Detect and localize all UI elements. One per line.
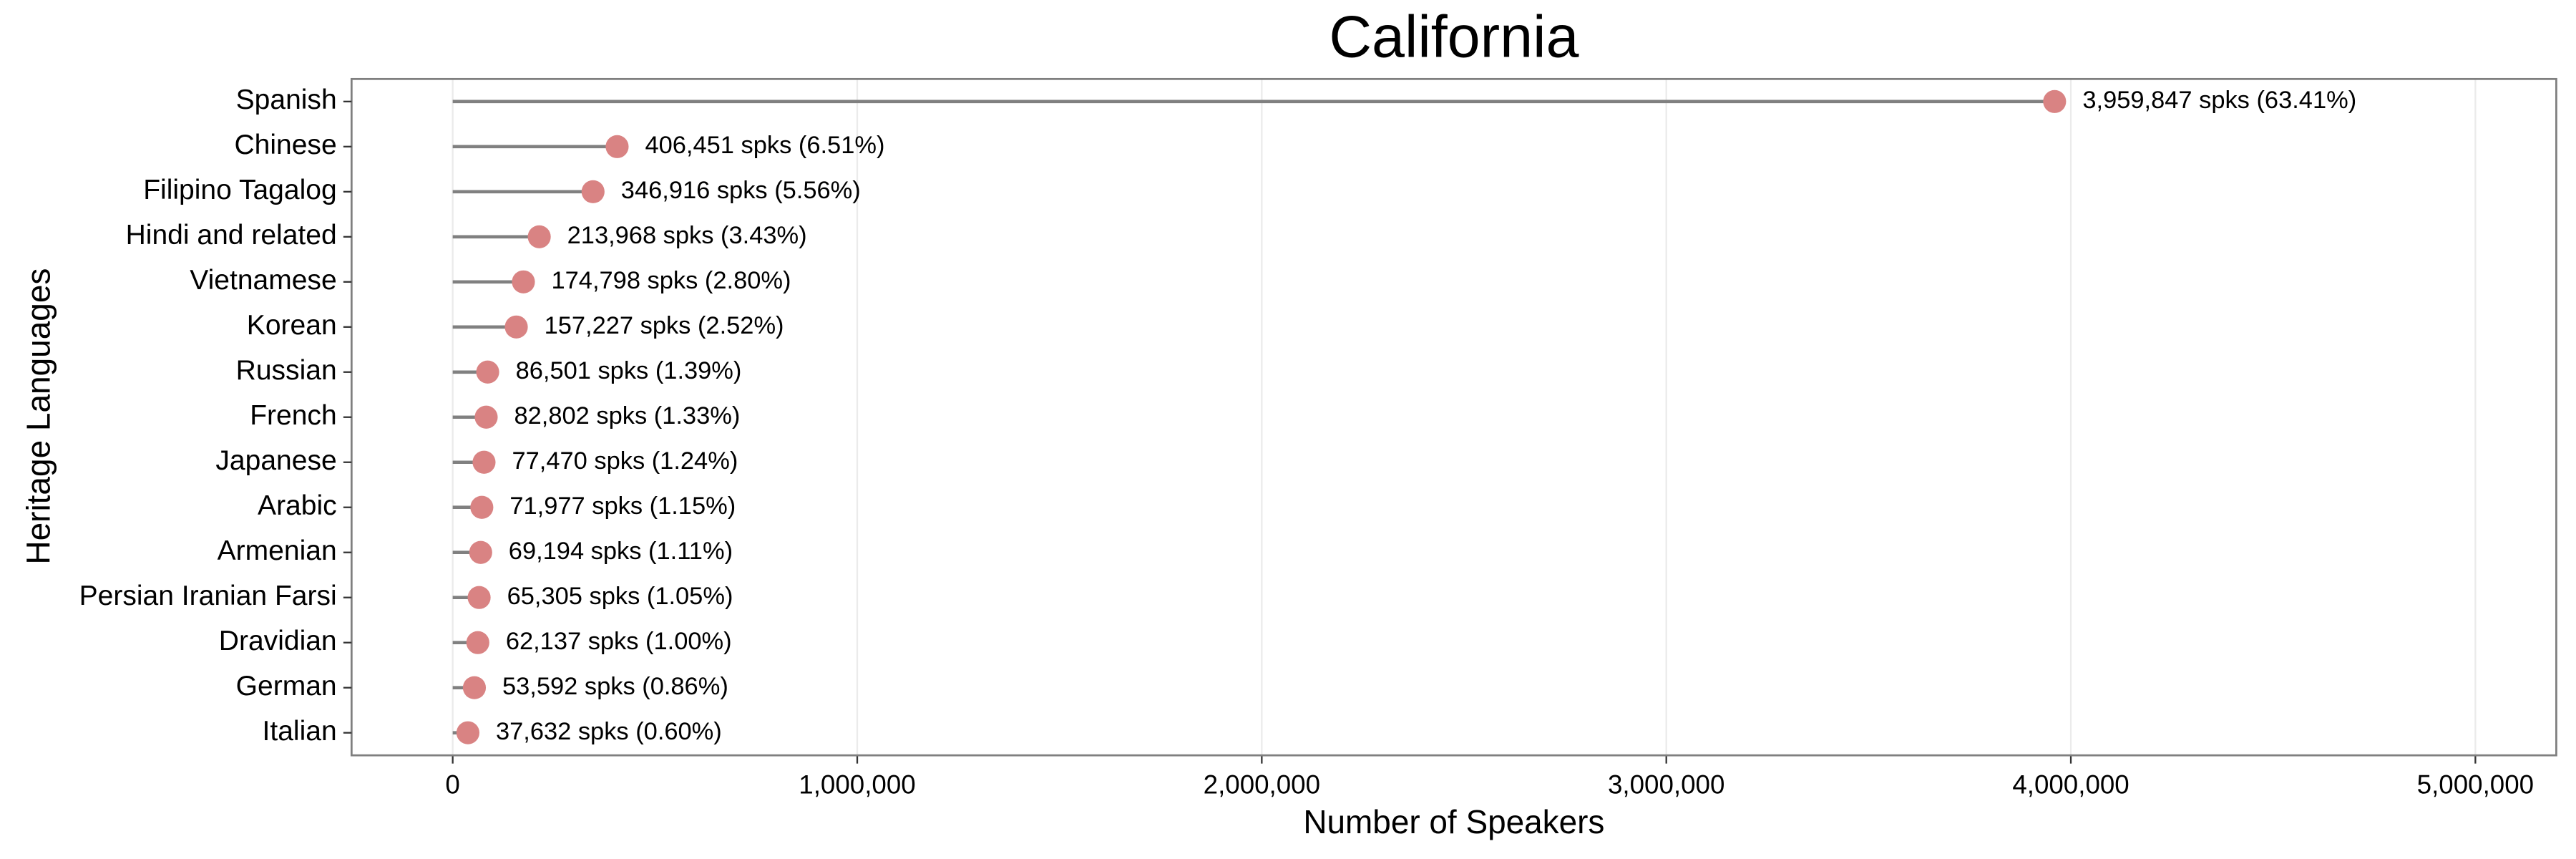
value-label: 65,305 spks (1.05%) xyxy=(507,583,733,610)
x-tick-label: 1,000,000 xyxy=(799,770,915,800)
value-label: 157,227 spks (2.52%) xyxy=(545,312,784,339)
x-tick-label: 0 xyxy=(445,770,459,800)
y-tick-label: Chinese xyxy=(234,130,336,160)
dot xyxy=(474,405,498,429)
dot xyxy=(581,180,605,203)
value-label: 69,194 spks (1.11%) xyxy=(509,538,733,565)
dot xyxy=(476,360,499,384)
value-label: 213,968 spks (3.43%) xyxy=(567,222,807,249)
x-tick-label: 4,000,000 xyxy=(2012,770,2129,800)
dot xyxy=(504,315,528,339)
chart-title: California xyxy=(1329,3,1579,69)
dot xyxy=(472,450,496,474)
value-label: 406,451 spks (6.51%) xyxy=(645,132,884,159)
dot xyxy=(605,135,629,158)
y-tick-label: Japanese xyxy=(215,445,336,476)
y-tick-label: French xyxy=(250,400,336,431)
value-label: 82,802 spks (1.33%) xyxy=(514,402,741,430)
dot xyxy=(512,270,535,293)
dot xyxy=(467,586,491,609)
x-axis-label: Number of Speakers xyxy=(1303,803,1604,840)
value-label: 86,501 spks (1.39%) xyxy=(516,357,742,384)
y-tick-label: Hindi and related xyxy=(126,220,337,251)
y-tick-label: Arabic xyxy=(258,490,337,521)
value-label: 62,137 spks (1.00%) xyxy=(506,628,732,655)
dot xyxy=(462,676,487,699)
y-tick-label: Russian xyxy=(236,355,337,386)
dot xyxy=(466,631,489,654)
y-tick-label: German xyxy=(236,671,337,702)
x-tick-label: 5,000,000 xyxy=(2417,770,2534,800)
dot xyxy=(456,721,480,744)
dot xyxy=(470,495,494,519)
dot xyxy=(2043,89,2067,113)
x-tick-label: 3,000,000 xyxy=(1608,770,1724,800)
value-label: 3,959,847 spks (63.41%) xyxy=(2082,87,2356,114)
x-tick-label: 2,000,000 xyxy=(1204,770,1320,800)
value-label: 71,977 spks (1.15%) xyxy=(509,492,736,520)
value-label: 346,916 spks (5.56%) xyxy=(621,177,861,204)
dot xyxy=(469,540,492,564)
y-axis-label: Heritage Languages xyxy=(20,268,57,565)
y-tick-label: Persian Iranian Farsi xyxy=(79,581,337,611)
dot xyxy=(527,225,551,248)
y-tick-label: Italian xyxy=(263,716,337,747)
value-label: 53,592 spks (0.86%) xyxy=(502,673,728,700)
value-label: 174,798 spks (2.80%) xyxy=(552,267,791,294)
y-tick-label: Dravidian xyxy=(219,626,337,656)
y-tick-label: Spanish xyxy=(236,84,337,115)
y-tick-label: Filipino Tagalog xyxy=(143,175,336,205)
y-tick-label: Vietnamese xyxy=(190,265,336,296)
plot-background xyxy=(351,79,2557,756)
y-tick-label: Korean xyxy=(247,310,337,341)
y-tick-label: Armenian xyxy=(218,535,337,566)
value-label: 77,470 spks (1.24%) xyxy=(512,447,738,475)
value-label: 37,632 spks (0.60%) xyxy=(496,718,722,745)
